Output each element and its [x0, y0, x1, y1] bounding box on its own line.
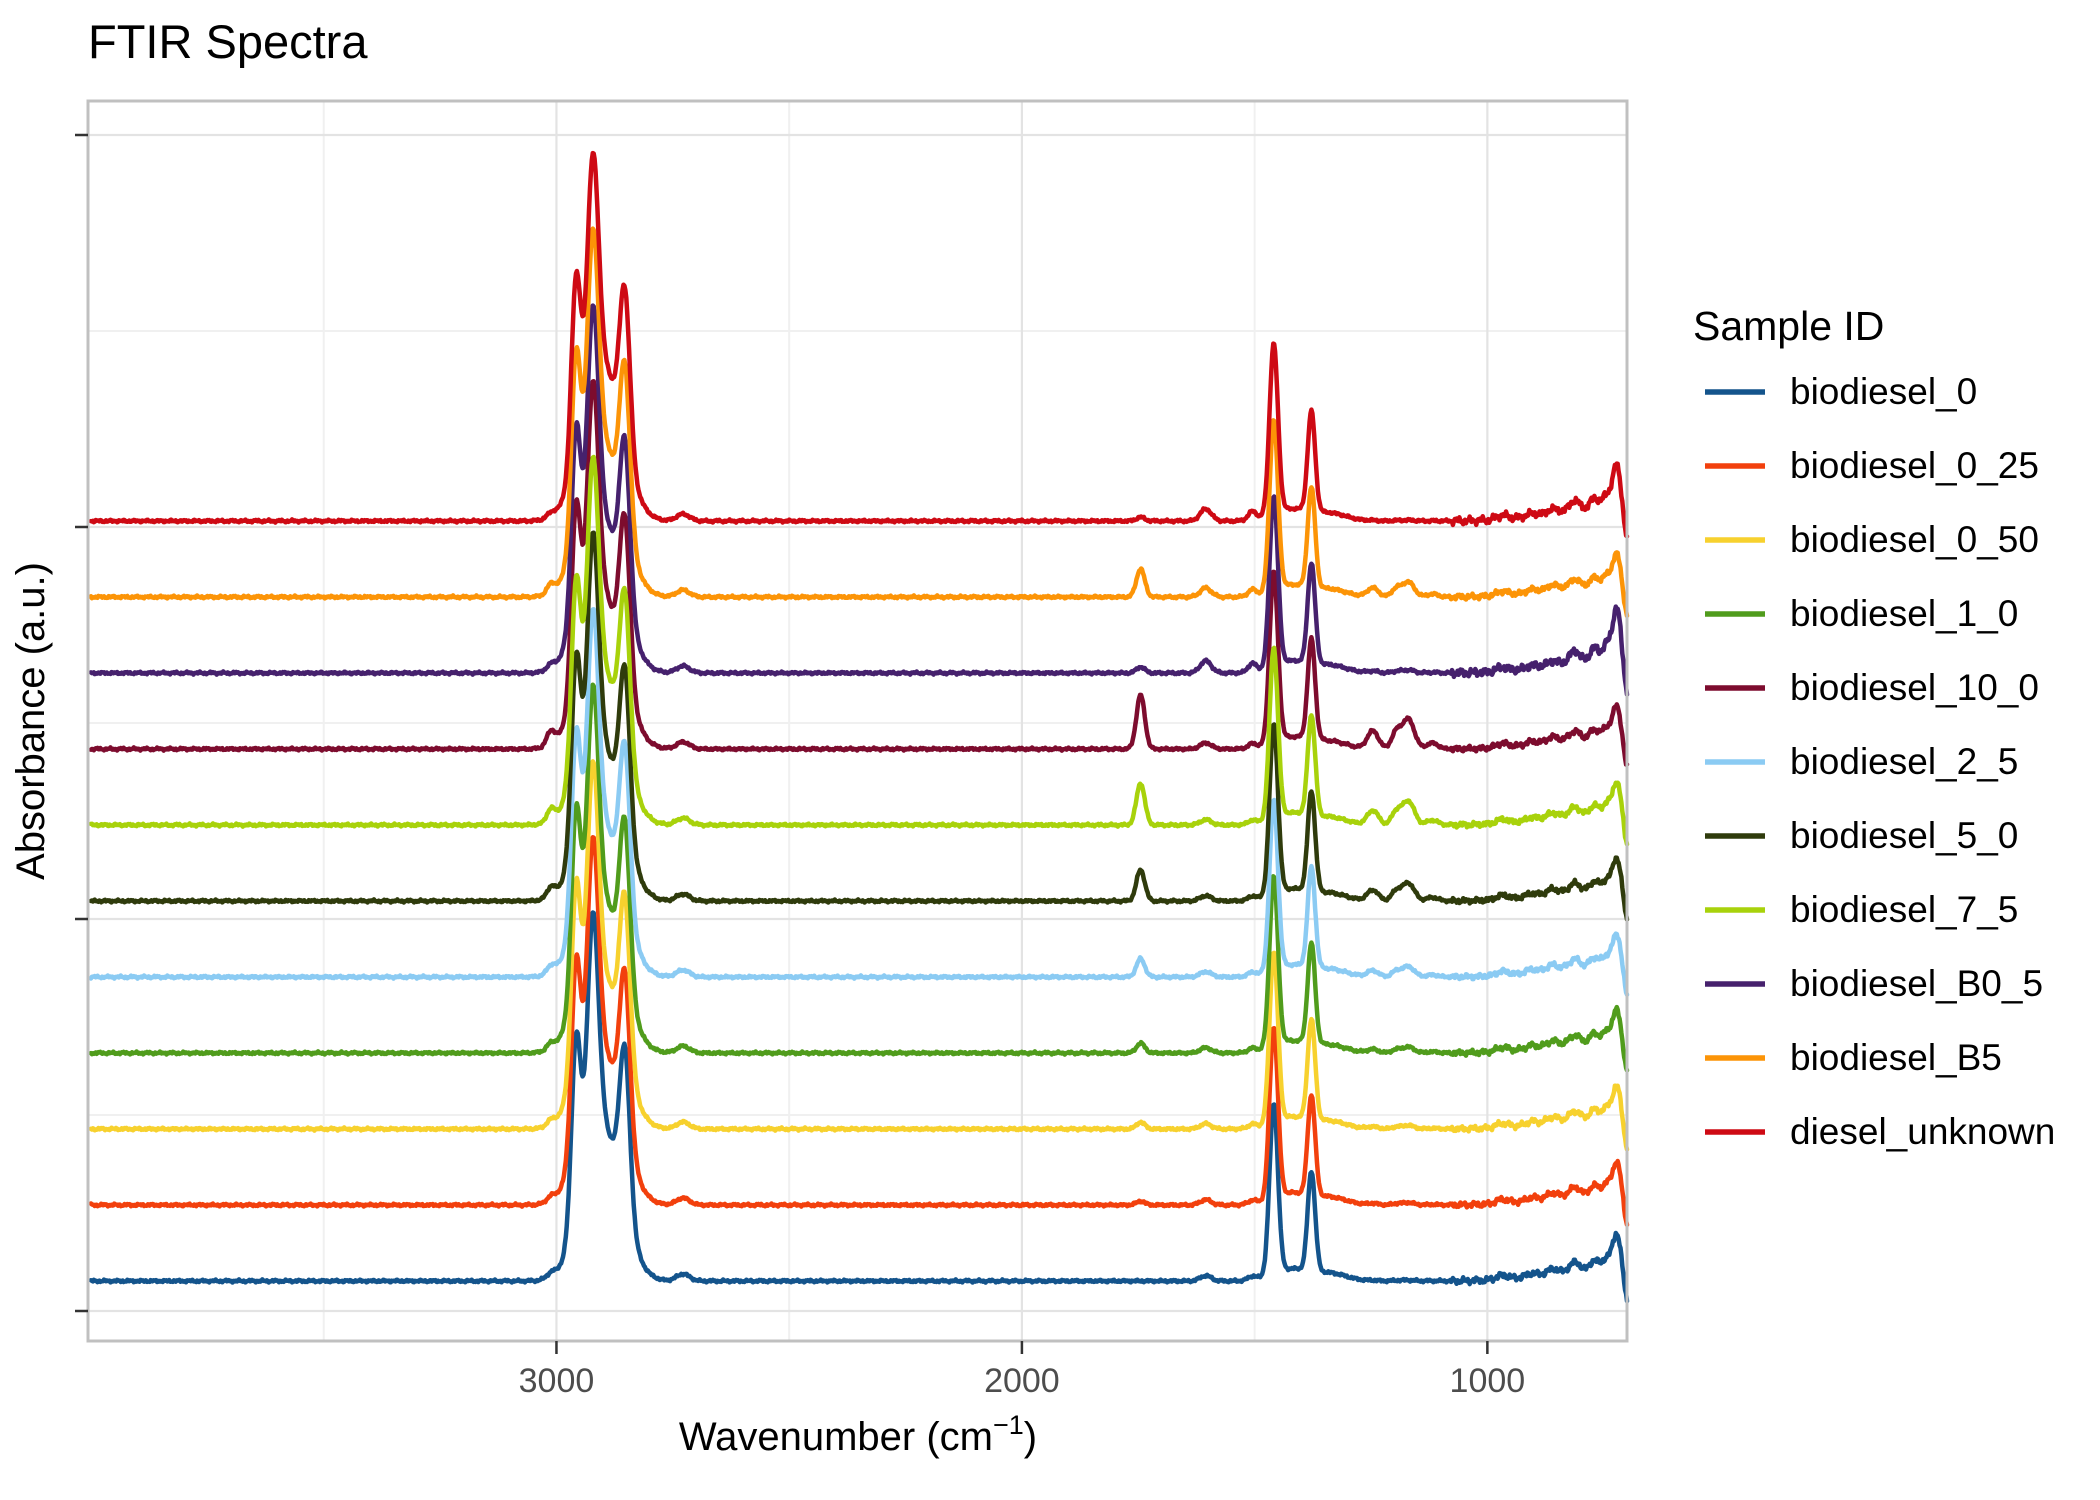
legend-label: diesel_unknown — [1790, 1111, 2055, 1152]
x-tick-label: 2000 — [984, 1362, 1060, 1400]
x-tick-label: 3000 — [519, 1362, 595, 1400]
axis-tick-labels: 3000 2000 1000 — [519, 1362, 1526, 1400]
x-tick-label: 1000 — [1450, 1362, 1526, 1400]
legend-item-biodiesel_B0_5: biodiesel_B0_5 — [1705, 963, 2043, 1004]
legend-label: biodiesel_B0_5 — [1790, 963, 2043, 1004]
x-axis-title: Wavenumber (cm−1) — [679, 1410, 1037, 1459]
legend-item-diesel_unknown: diesel_unknown — [1705, 1111, 2055, 1152]
axis-tick-marks — [75, 133, 1489, 1354]
spectrum-trace-biodiesel_10_0 — [88, 378, 1630, 767]
legend-item-biodiesel_B5: biodiesel_B5 — [1705, 1037, 2002, 1078]
spectrum-trace-biodiesel_B5 — [88, 226, 1630, 619]
legend-label: biodiesel_0_25 — [1790, 445, 2039, 486]
legend-item-biodiesel_5_0: biodiesel_5_0 — [1705, 815, 2018, 856]
spectrum-trace-biodiesel_1_0 — [88, 682, 1630, 1073]
spectrum-trace-biodiesel_0_25 — [88, 835, 1630, 1228]
legend-item-biodiesel_10_0: biodiesel_10_0 — [1705, 667, 2039, 708]
legend-item-biodiesel_2_5: biodiesel_2_5 — [1705, 741, 2018, 782]
legend-item-biodiesel_0_50: biodiesel_0_50 — [1705, 519, 2039, 560]
legend-label: biodiesel_0 — [1790, 371, 1977, 412]
gridlines-major — [88, 101, 1627, 1341]
spectrum-trace-biodiesel_2_5 — [88, 607, 1630, 997]
legend-item-biodiesel_0: biodiesel_0 — [1705, 371, 1977, 412]
legend-label: biodiesel_5_0 — [1790, 815, 2018, 856]
spectrum-trace-biodiesel_5_0 — [88, 530, 1630, 922]
gridlines-minor — [88, 101, 1627, 1341]
spectra-traces — [88, 150, 1630, 1304]
legend-label: biodiesel_2_5 — [1790, 741, 2018, 782]
legend-label: biodiesel_0_50 — [1790, 519, 2039, 560]
y-axis-title: Absorbance (a.u.) — [9, 562, 53, 880]
page-title: FTIR Spectra — [88, 15, 368, 68]
legend-item-biodiesel_1_0: biodiesel_1_0 — [1705, 593, 2018, 634]
legend: Sample ID biodiesel_0 biodiesel_0_25biodi… — [1693, 303, 2055, 1152]
spectrum-trace-biodiesel_7_5 — [88, 454, 1630, 847]
legend-label: biodiesel_10_0 — [1790, 667, 2039, 708]
spectrum-trace-diesel_unknown — [88, 150, 1630, 539]
spectrum-trace-biodiesel_B0_5 — [88, 303, 1630, 697]
spectrum-trace-biodiesel_0_50 — [88, 759, 1630, 1152]
legend-label: biodiesel_B5 — [1790, 1037, 2002, 1078]
legend-item-biodiesel_7_5: biodiesel_7_5 — [1705, 889, 2018, 930]
legend-item-biodiesel_0_25: biodiesel_0_25 — [1705, 445, 2039, 486]
panel-border — [86, 99, 1629, 1343]
spectrum-trace-biodiesel_0 — [88, 910, 1630, 1304]
legend-title: Sample ID — [1693, 303, 1884, 349]
legend-label: biodiesel_1_0 — [1790, 593, 2018, 634]
legend-label: biodiesel_7_5 — [1790, 889, 2018, 930]
